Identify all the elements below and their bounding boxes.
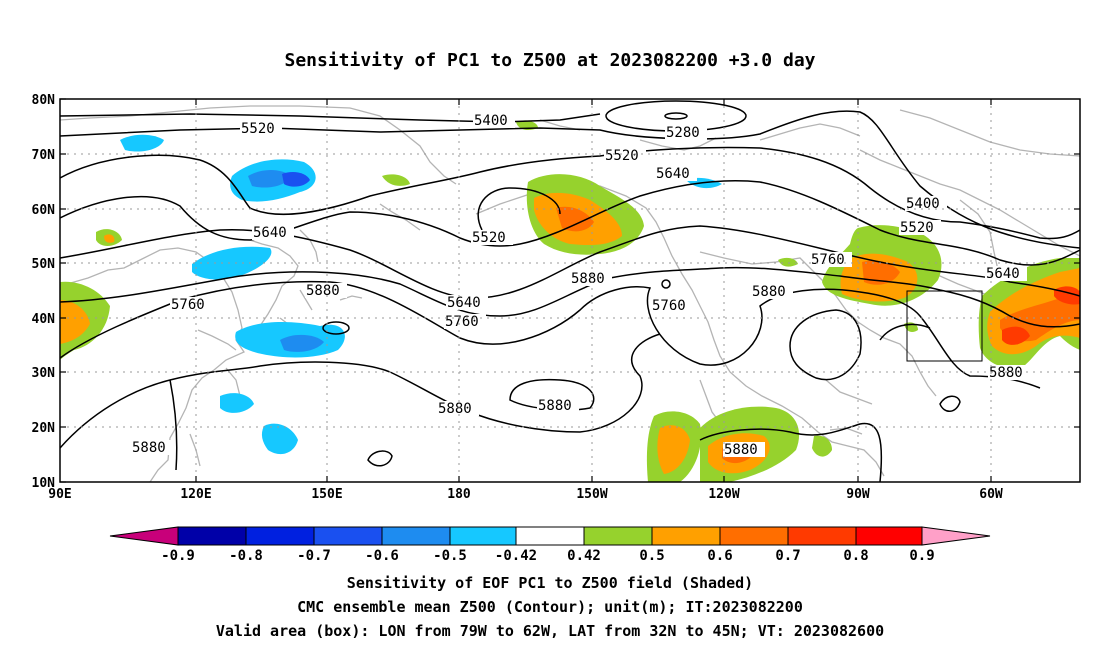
z500-contours <box>60 100 1080 482</box>
contour-label: 5880 <box>538 398 572 414</box>
lat-label-10n: 10N <box>32 476 56 491</box>
contour-label: 5880 <box>438 401 472 417</box>
colorbar-label: 0.42 <box>567 548 601 564</box>
contour-label: 5880 <box>306 283 340 299</box>
colorbar-label: 0.7 <box>775 548 800 564</box>
map-title: Sensitivity of PC1 to Z500 at 2023082200… <box>284 50 816 71</box>
colorbar-swatch <box>313 526 383 546</box>
colorbar-label: -0.7 <box>297 548 331 564</box>
colorbar-low-end <box>109 526 179 546</box>
lon-label-60w: 60W <box>979 487 1003 502</box>
contour-label: 5760 <box>445 314 479 330</box>
colorbar-swatch <box>177 526 247 546</box>
contour-label: 5640 <box>447 295 481 311</box>
lat-label-50n: 50N <box>32 257 56 272</box>
colorbar-swatch <box>583 526 653 546</box>
contour-label: 5880 <box>132 440 166 456</box>
caption-contour: CMC ensemble mean Z500 (Contour); unit(m… <box>297 598 803 616</box>
contour-labels: 5520 5400 5280 5520 5640 5640 5520 5400 … <box>131 113 1030 458</box>
contour-label: 5760 <box>811 252 845 268</box>
lon-label-180: 180 <box>447 487 471 502</box>
sensitivity-shading <box>60 120 1080 482</box>
colorbar-swatch <box>449 526 517 546</box>
contour-label: 5520 <box>900 220 934 236</box>
contour-label: 5640 <box>253 225 287 241</box>
lat-label-70n: 70N <box>32 148 56 163</box>
latitude-labels: 80N 70N 60N 50N 40N 30N 20N 10N <box>32 93 56 491</box>
colorbar-swatch <box>245 526 315 546</box>
plot-frame <box>59 98 1081 483</box>
contour-label: 5520 <box>472 230 506 246</box>
lon-label-150e: 150E <box>311 487 342 502</box>
colorbar-label: -0.8 <box>229 548 263 564</box>
contour-label: 5400 <box>474 113 508 129</box>
contour-label: 5520 <box>605 148 639 164</box>
contour-label: 5400 <box>906 196 940 212</box>
colorbar-label: 0.8 <box>843 548 868 564</box>
lon-label-90e: 90E <box>48 487 71 502</box>
colorbar-label: -0.6 <box>365 548 399 564</box>
contour-label: 5880 <box>724 442 758 458</box>
contour-label: 5880 <box>989 365 1023 381</box>
caption-shading: Sensitivity of EOF PC1 to Z500 field (Sh… <box>346 574 754 592</box>
lon-label-90w: 90W <box>846 487 870 502</box>
axis-ticks <box>60 98 1080 483</box>
caption-valid-area: Valid area (box): LON from 79W to 62W, L… <box>215 622 885 640</box>
colorbar-swatch <box>787 526 857 546</box>
lon-label-120w: 120W <box>708 487 739 502</box>
colorbar-label: 0.6 <box>707 548 732 564</box>
gridlines <box>60 99 1080 482</box>
lat-label-60n: 60N <box>32 203 56 218</box>
lat-label-20n: 20N <box>32 421 56 436</box>
colorbar-swatch <box>855 526 923 546</box>
colorbar: -0.9 -0.8 -0.7 -0.6 -0.5 -0.42 0.42 0.5 … <box>109 526 991 564</box>
colorbar-label: 0.5 <box>639 548 664 564</box>
contour-label: 5280 <box>666 125 700 141</box>
colorbar-label: 0.9 <box>909 548 934 564</box>
lon-label-120e: 120E <box>180 487 211 502</box>
lat-label-30n: 30N <box>32 366 56 381</box>
contour-label: 5640 <box>656 166 690 182</box>
colorbar-swatch <box>515 526 585 546</box>
longitude-labels: 90E 120E 150E 180 150W 120W 90W 60W <box>48 487 1003 502</box>
colorbar-high-end <box>921 526 991 546</box>
lon-label-150w: 150W <box>576 487 607 502</box>
lat-label-80n: 80N <box>32 93 56 108</box>
contour-label: 5880 <box>571 271 605 287</box>
colorbar-label: -0.5 <box>433 548 467 564</box>
contour-label: 5760 <box>171 297 205 313</box>
contour-label: 5640 <box>986 266 1020 282</box>
colorbar-swatch <box>381 526 451 546</box>
colorbar-swatch <box>651 526 721 546</box>
valid-area-box <box>906 290 983 362</box>
colorbar-label: -0.9 <box>161 548 195 564</box>
contour-label: 5520 <box>241 121 275 137</box>
lat-label-40n: 40N <box>32 312 56 327</box>
contour-label: 5880 <box>752 284 786 300</box>
colorbar-swatch <box>719 526 789 546</box>
colorbar-label: -0.42 <box>495 548 537 564</box>
contour-label: 5760 <box>652 298 686 314</box>
